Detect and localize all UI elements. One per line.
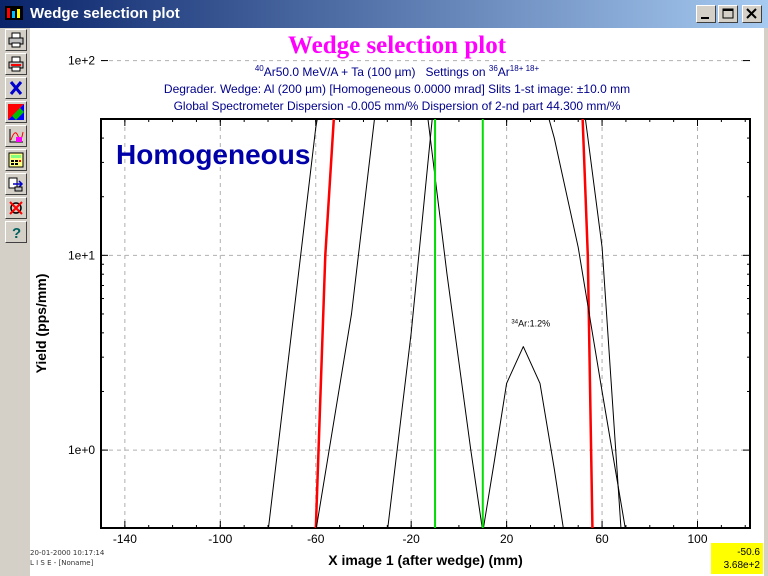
dispersion-line: Global Spectrometer Dispersion -0.005 mm… (173, 99, 621, 113)
chart-options-icon (9, 129, 24, 143)
setting-charge: 18+ 18+ (509, 64, 540, 73)
help-icon: ? (12, 225, 21, 240)
beam-tail: 50.0 MeV/A + Ta (100 µm) (275, 65, 416, 79)
plot-title: Wedge selection plot (287, 32, 507, 59)
cursor-y: 3.68e+2 (723, 560, 760, 571)
reaction-line: 40Ar50.0 MeV/A + Ta (100 µm) Settings on… (30, 64, 764, 79)
title-bar: Wedge selection plot (0, 0, 768, 28)
print-button[interactable] (5, 29, 27, 51)
x-tick-label: -100 (208, 532, 232, 546)
x-tick-label: -60 (307, 532, 325, 546)
window-title: Wedge selection plot (30, 5, 180, 22)
minimize-icon (701, 17, 709, 19)
series-line-39ar (315, 119, 483, 528)
svg-text:?: ? (12, 225, 21, 240)
print-setup-icon (8, 56, 24, 72)
series-line-37ar (267, 119, 622, 528)
cursor-x: -50.6 (737, 547, 760, 558)
close-button[interactable] (742, 5, 762, 23)
calculator-icon (8, 152, 24, 168)
y-tick-label: 1e+1 (68, 248, 95, 262)
wedge-chart: -140-100-60-2020601001e+01e+11e+21e+31e+… (33, 54, 751, 568)
x-axis-label: X image 1 (after wedge) (mm) (328, 552, 523, 568)
cancel-button[interactable] (5, 197, 27, 219)
colors-button[interactable] (5, 101, 27, 123)
x-tick-label: -20 (403, 532, 421, 546)
calculator-button[interactable] (5, 149, 27, 171)
series-line-34ar (482, 346, 564, 528)
minimize-button[interactable] (696, 5, 716, 23)
print-setup-button[interactable] (5, 53, 27, 75)
plot-frame (100, 118, 751, 529)
close-icon (746, 8, 757, 19)
timestamp: 20-01-2000 10:17:14 (30, 549, 105, 557)
help-button[interactable]: ? (5, 221, 27, 243)
settings-label: Settings on (425, 65, 486, 79)
plot-area: Wedge selection plot 40Ar50.0 MeV/A + Ta… (30, 28, 764, 576)
y-tick-label: 1e+2 (68, 54, 95, 68)
clear-button[interactable] (5, 77, 27, 99)
series-line-36ar (314, 119, 594, 528)
x-tick-label: 20 (500, 532, 514, 546)
series-line-35ar (387, 119, 626, 528)
setting-element: Ar (497, 65, 510, 79)
x-tick-label: 100 (687, 532, 707, 546)
app-icon (5, 6, 23, 20)
export-button[interactable] (5, 173, 27, 195)
maximize-icon (722, 8, 734, 19)
cancel-icon (9, 201, 23, 215)
chart-options-button[interactable] (5, 125, 27, 147)
print-icon (8, 32, 24, 48)
setting-mass: 36 (488, 64, 498, 73)
curve-label-34ar: 34Ar:1.2% (511, 319, 550, 329)
cursor-readout: -50.6 3.68e+2 (711, 543, 763, 574)
y-axis-label: Yield (pps/mm) (33, 274, 49, 374)
plot-toolbar: ? (2, 28, 30, 576)
y-tick-label: 1e+0 (68, 443, 95, 457)
x-icon (9, 81, 23, 95)
maximize-button[interactable] (718, 5, 738, 23)
file-label: L I S E - [Noname] (30, 559, 94, 567)
x-tick-label: -140 (113, 532, 137, 546)
degrader-line: Degrader. Wedge: Al (200 µm) [Homogeneou… (163, 82, 631, 96)
export-icon (8, 177, 24, 192)
beam-element: Ar (263, 65, 276, 79)
beam-mass: 40 (254, 64, 264, 73)
homogeneous-annotation: Homogeneous (116, 139, 310, 170)
color-palette-icon (8, 104, 24, 120)
x-tick-label: 60 (595, 532, 609, 546)
